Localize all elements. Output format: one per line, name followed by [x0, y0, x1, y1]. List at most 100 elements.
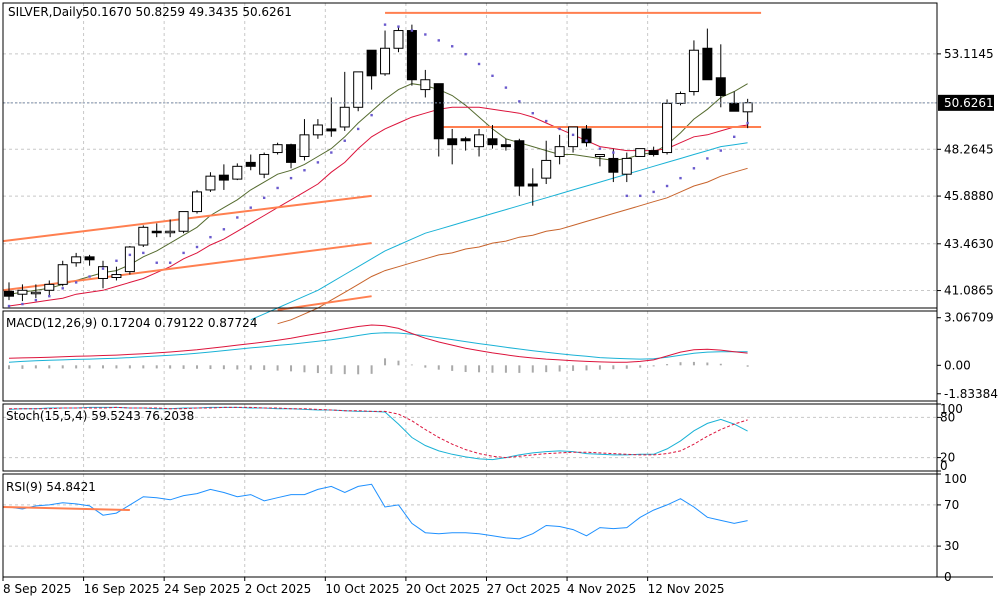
- candle-up[interactable]: [688, 49, 699, 93]
- candle-down[interactable]: [514, 140, 525, 187]
- candle-up[interactable]: [568, 126, 579, 148]
- candle-down[interactable]: [608, 157, 619, 173]
- candle-down[interactable]: [648, 150, 659, 156]
- candle-up[interactable]: [353, 71, 364, 108]
- candle-up[interactable]: [420, 79, 431, 91]
- rsi-pane[interactable]: [2, 483, 748, 540]
- rsi-trendline[interactable]: [2, 505, 130, 512]
- stochastic-tick-label: 20: [940, 451, 955, 465]
- candle-down[interactable]: [581, 128, 592, 144]
- candle-up[interactable]: [111, 274, 122, 279]
- candle-up[interactable]: [662, 102, 673, 154]
- rsi-line: [8, 483, 748, 540]
- price-pane[interactable]: [2, 11, 937, 325]
- candle-down[interactable]: [715, 77, 726, 96]
- candle-down[interactable]: [366, 49, 377, 77]
- psar-dot: [545, 119, 548, 123]
- psar-dot: [74, 281, 78, 284]
- candle-down[interactable]: [84, 256, 95, 261]
- psar-dot: [491, 74, 494, 78]
- psar-dot: [625, 194, 628, 198]
- candle-up[interactable]: [259, 154, 270, 175]
- stochastic-signal-line: [9, 406, 748, 459]
- candle-up[interactable]: [124, 246, 135, 273]
- candle-down[interactable]: [527, 183, 538, 187]
- candle-up[interactable]: [165, 230, 176, 234]
- candle-down[interactable]: [702, 47, 713, 81]
- candle-up[interactable]: [71, 256, 82, 264]
- candle-down[interactable]: [245, 161, 256, 167]
- psar-dot: [262, 196, 266, 200]
- candle-up[interactable]: [541, 159, 552, 179]
- candle-up[interactable]: [621, 157, 632, 175]
- macd-title: MACD(12,26,9) 0.17204 0.79122 0.87724: [6, 316, 257, 330]
- psar-dot: [665, 184, 669, 188]
- psar-dot: [289, 176, 293, 180]
- candle-down[interactable]: [500, 144, 511, 148]
- candle-up[interactable]: [57, 264, 68, 285]
- candle-up[interactable]: [312, 124, 323, 136]
- psar-dot: [410, 29, 414, 32]
- macd-pane[interactable]: [8, 324, 749, 375]
- candle-down[interactable]: [218, 174, 229, 181]
- candle-up[interactable]: [675, 93, 686, 104]
- candle-up[interactable]: [17, 289, 28, 295]
- candle-up[interactable]: [138, 226, 149, 246]
- candle-down[interactable]: [487, 138, 498, 146]
- candle-up[interactable]: [339, 106, 350, 128]
- candle-up[interactable]: [98, 266, 109, 279]
- candle-up[interactable]: [554, 146, 565, 157]
- candle-up[interactable]: [380, 47, 391, 75]
- candle-up[interactable]: [178, 211, 189, 232]
- psar-dot: [61, 287, 64, 290]
- price-tick-label: 43.4630: [944, 237, 994, 251]
- candle-up[interactable]: [594, 154, 605, 157]
- rsi-tick-label: 30: [944, 539, 959, 553]
- psar-dot: [518, 100, 521, 103]
- candle-up[interactable]: [44, 283, 55, 291]
- last-price-badge: [938, 94, 994, 111]
- candle-up[interactable]: [299, 134, 310, 157]
- candle-down[interactable]: [729, 102, 740, 112]
- candle-down[interactable]: [447, 138, 458, 146]
- psar-dot: [356, 127, 360, 131]
- psar-dot: [155, 261, 158, 264]
- candle-down[interactable]: [460, 138, 471, 142]
- candle-down[interactable]: [286, 144, 297, 163]
- stochastic-main-line: [8, 406, 748, 461]
- psar-dot: [88, 275, 91, 278]
- candle-up[interactable]: [232, 165, 243, 180]
- candle-up[interactable]: [742, 102, 753, 113]
- time-tick-label: 24 Sep 2025: [164, 582, 240, 596]
- psar-dot: [142, 251, 145, 255]
- candle-down[interactable]: [4, 290, 14, 297]
- candle-up[interactable]: [272, 144, 283, 154]
- psar-dot: [598, 147, 602, 150]
- candle-up[interactable]: [474, 134, 485, 148]
- candle-down[interactable]: [326, 128, 337, 132]
- candle-up[interactable]: [393, 30, 404, 49]
- psar-dot: [101, 267, 105, 270]
- psar-dot: [168, 261, 172, 264]
- candle-down[interactable]: [406, 30, 417, 81]
- candle-up[interactable]: [635, 148, 646, 157]
- stochastic-pane[interactable]: [8, 406, 748, 461]
- rsi-tick-label: 70: [944, 498, 959, 512]
- time-tick-label: 10 Oct 2025: [325, 582, 399, 596]
- candle-down[interactable]: [151, 230, 162, 234]
- candle-up[interactable]: [205, 175, 216, 191]
- time-tick-label: 4 Nov 2025: [567, 582, 636, 596]
- candle-up[interactable]: [30, 291, 41, 295]
- psar-dot: [612, 151, 615, 154]
- psar-dot: [21, 302, 24, 306]
- candle-down[interactable]: [433, 83, 444, 140]
- time-tick-label: 16 Sep 2025: [84, 582, 160, 596]
- psar-dot: [397, 25, 400, 28]
- psar-dot: [236, 216, 239, 219]
- macd-tick-label: 3.06709: [944, 311, 994, 325]
- price-tick-label: 53.1145: [944, 47, 994, 61]
- candle-up[interactable]: [192, 191, 203, 213]
- psar-dot: [383, 23, 387, 26]
